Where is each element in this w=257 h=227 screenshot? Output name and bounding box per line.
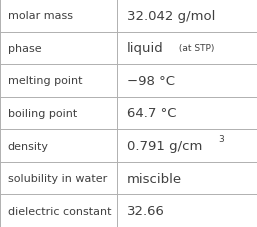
Text: density: density — [8, 141, 49, 151]
Text: miscible: miscible — [127, 172, 182, 185]
Text: (at STP): (at STP) — [176, 44, 214, 53]
Text: 0.791 g/cm: 0.791 g/cm — [127, 139, 203, 152]
Text: 3: 3 — [218, 134, 224, 143]
Text: dielectric constant: dielectric constant — [8, 206, 111, 216]
Text: −98 °C: −98 °C — [127, 75, 175, 88]
Text: 32.66: 32.66 — [127, 204, 165, 217]
Text: liquid: liquid — [127, 42, 164, 55]
Text: boiling point: boiling point — [8, 109, 77, 118]
Text: melting point: melting point — [8, 76, 82, 86]
Text: molar mass: molar mass — [8, 11, 73, 21]
Text: 64.7 °C: 64.7 °C — [127, 107, 177, 120]
Text: 32.042 g/mol: 32.042 g/mol — [127, 10, 216, 23]
Text: solubility in water: solubility in water — [8, 173, 107, 183]
Text: phase: phase — [8, 44, 41, 54]
